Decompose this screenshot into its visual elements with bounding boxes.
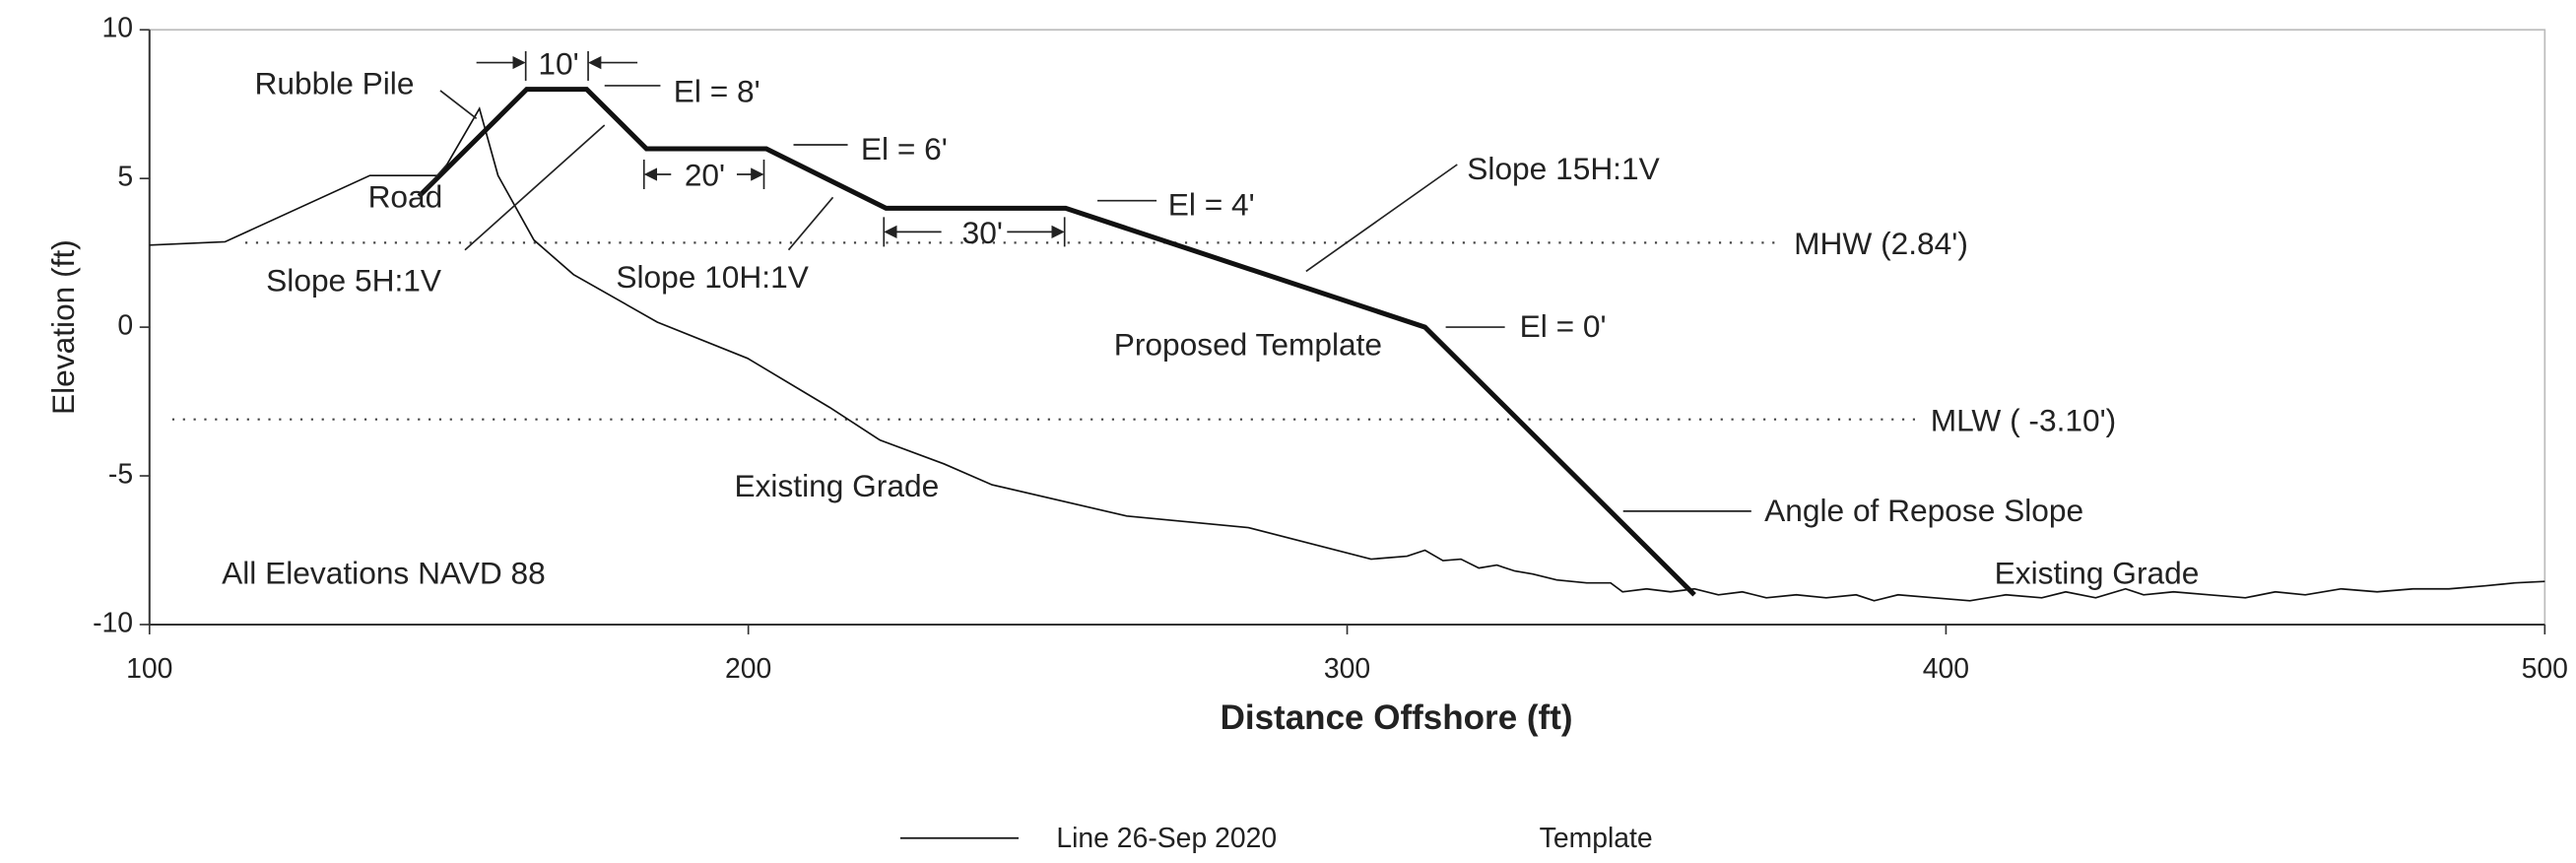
y-tick-label: 10 bbox=[102, 13, 134, 44]
leader-line bbox=[423, 164, 448, 192]
x-tick-label: 200 bbox=[725, 653, 771, 685]
annotation: Slope 15H:1V bbox=[1467, 151, 1659, 186]
annotation: El = 4' bbox=[1168, 187, 1255, 223]
annotation: 20' bbox=[685, 158, 725, 193]
annotation: All Elevations NAVD 88 bbox=[222, 555, 546, 590]
legend-label: Template bbox=[1540, 823, 1653, 854]
annotation: El = 8' bbox=[674, 74, 760, 109]
y-tick-label: -5 bbox=[108, 459, 133, 491]
annotation: 30' bbox=[962, 215, 1003, 250]
series-line bbox=[149, 106, 2545, 602]
leader-line bbox=[439, 90, 478, 119]
y-axis-title: Elevation (ft) bbox=[45, 239, 81, 415]
y-tick-label: 0 bbox=[117, 310, 133, 342]
reference-label: MLW ( -3.10') bbox=[1931, 402, 2116, 437]
leader-line bbox=[787, 196, 834, 251]
reference-label: MHW (2.84') bbox=[1794, 226, 1968, 261]
annotation: Slope 10H:1V bbox=[616, 259, 808, 295]
x-tick-label: 300 bbox=[1324, 653, 1370, 685]
annotation: Rubble Pile bbox=[254, 65, 414, 100]
y-tick-label: -10 bbox=[93, 607, 133, 638]
annotation: Angle of Repose Slope bbox=[1764, 493, 2083, 528]
annotation: El = 6' bbox=[861, 131, 948, 166]
series-line bbox=[417, 87, 1696, 597]
annotation: Existing Grade bbox=[734, 468, 939, 503]
annotation: Road bbox=[368, 178, 443, 214]
y-tick-label: 5 bbox=[117, 162, 133, 193]
x-tick-label: 100 bbox=[126, 653, 172, 685]
legend-label: Line 26-Sep 2020 bbox=[1056, 823, 1277, 854]
annotation: Existing Grade bbox=[1995, 555, 2200, 590]
annotation: Slope 5H:1V bbox=[266, 262, 441, 298]
annotation: El = 0' bbox=[1520, 308, 1607, 344]
x-tick-label: 400 bbox=[1923, 653, 1969, 685]
annotation: 10' bbox=[538, 45, 578, 81]
x-tick-label: 500 bbox=[2522, 653, 2568, 685]
leader-line bbox=[464, 124, 606, 251]
leader-line bbox=[1305, 164, 1458, 273]
x-axis-title: Distance Offshore (ft) bbox=[1221, 698, 1573, 737]
annotation: Proposed Template bbox=[1114, 326, 1382, 362]
